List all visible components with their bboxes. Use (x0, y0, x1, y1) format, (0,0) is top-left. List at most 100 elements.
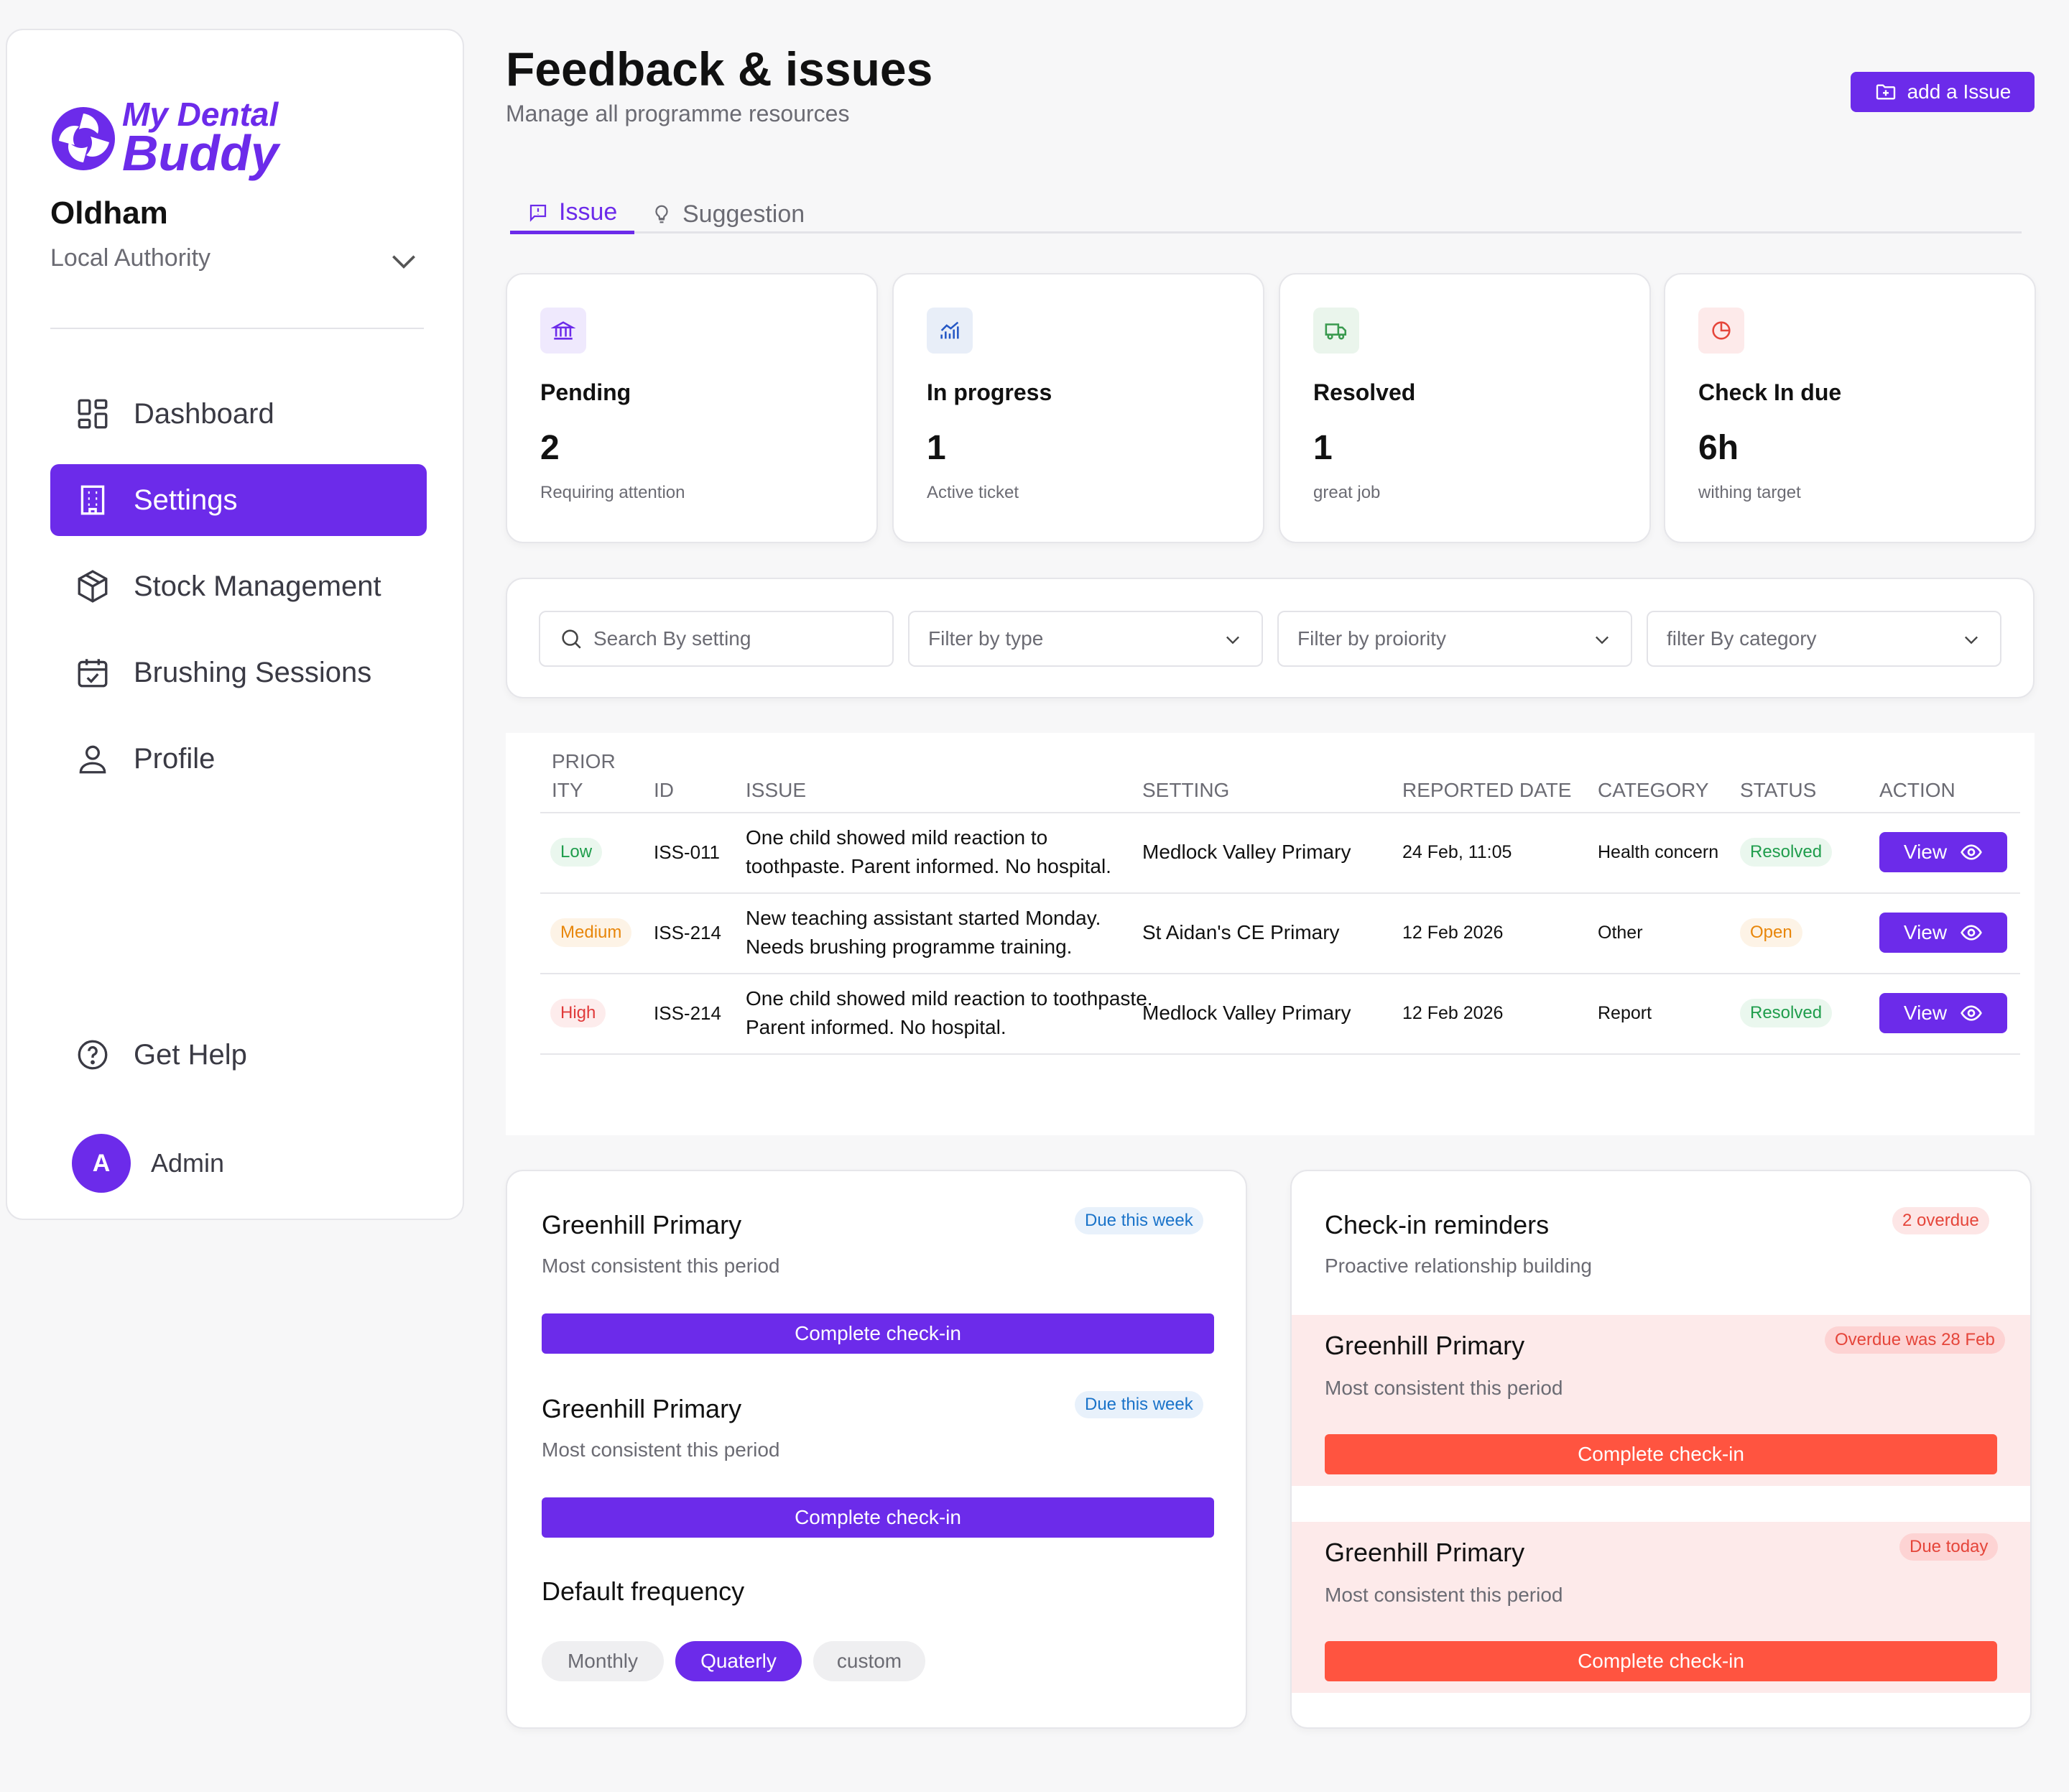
stat-value: 1 (1313, 429, 1333, 467)
reminders-title: Check-in reminders (1325, 1210, 1550, 1239)
tab-label: Issue (559, 198, 618, 226)
row-divider (540, 1053, 2020, 1055)
user-name[interactable]: Admin (151, 1148, 225, 1178)
setting-subtitle: Most consistent this period (542, 1438, 780, 1461)
column-header-status[interactable]: STATUS (1740, 779, 1817, 801)
stat-label: Pending (540, 379, 631, 405)
due-badge: Due this week (1075, 1391, 1203, 1418)
tab-issue[interactable]: Issue (510, 194, 635, 234)
status-badge: Resolved (1740, 999, 1833, 1027)
type-filter-label: Filter by type (928, 627, 1044, 650)
category: Other (1598, 923, 1643, 943)
complete-check-in-button[interactable]: Complete check-in (1325, 1434, 1997, 1474)
filter-bar: Search By setting Filter by type Filter … (506, 578, 2035, 698)
column-header-setting[interactable]: SETTING (1142, 779, 1230, 801)
user-icon (79, 745, 106, 774)
chevron-down-icon (1596, 636, 1609, 645)
get-help-label: Get Help (134, 1038, 247, 1071)
header-line: ITY (552, 779, 583, 801)
view-button[interactable]: View (1879, 993, 2007, 1033)
overdue-badge: Overdue was 28 Feb (1825, 1326, 2005, 1354)
logo-mark-icon (52, 107, 115, 170)
logo[interactable]: My Dental Buddy (47, 70, 306, 178)
issue-text-line1: New teaching assistant started Monday. (746, 907, 1101, 929)
view-button[interactable]: View (1879, 832, 2007, 872)
check-in-reminders-card: Check-in reminders 2 overdue Proactive r… (1290, 1170, 2032, 1729)
complete-check-in-button[interactable]: Complete check-in (1325, 1641, 1997, 1681)
chart-icon (927, 308, 973, 354)
stat-value: 1 (927, 429, 946, 467)
row-divider (540, 973, 2020, 974)
priority-filter-select[interactable]: Filter by proiority (1277, 611, 1632, 667)
type-filter-select[interactable]: Filter by type (908, 611, 1263, 667)
complete-check-in-button[interactable]: Complete check-in (542, 1313, 1214, 1354)
issue-id: ISS-214 (654, 922, 721, 943)
stat-label: In progress (927, 379, 1052, 405)
tab-suggestion[interactable]: Suggestion (651, 194, 805, 234)
org-name: Oldham (50, 195, 168, 231)
search-input[interactable]: Search By setting (539, 611, 894, 667)
frequency-option-custom[interactable]: custom (813, 1641, 925, 1681)
issue-text-line2: Needs brushing programme training. (746, 936, 1073, 958)
get-help-link[interactable]: Get Help (50, 1019, 427, 1091)
category: Health concern (1598, 842, 1719, 862)
sidebar-item-brushing-sessions[interactable]: Brushing Sessions (50, 637, 427, 708)
category-filter-select[interactable]: filter By category (1647, 611, 2001, 667)
setting-title: Greenhill Primary (1325, 1538, 1525, 1567)
view-label: View (1903, 841, 1948, 863)
column-header-action[interactable]: ACTION (1879, 779, 1955, 801)
sidebar-item-settings[interactable]: Settings (50, 464, 427, 536)
avatar[interactable]: A (72, 1134, 131, 1193)
sidebar-item-profile[interactable]: Profile (50, 723, 427, 795)
column-header-id[interactable]: ID (654, 779, 674, 801)
message-alert-icon (529, 204, 547, 222)
page-title: Feedback & issues (506, 42, 933, 96)
eye-icon (1961, 1005, 1982, 1021)
header-line: PRIOR (552, 750, 616, 772)
priority-badge: Medium (550, 918, 632, 947)
priority-badge: High (550, 999, 606, 1027)
sidebar-item-dashboard[interactable]: Dashboard (50, 378, 427, 450)
stat-note: withing target (1698, 483, 1801, 502)
frequency-option-quarterly[interactable]: Quaterly (675, 1641, 802, 1681)
issue-text-line2: Parent informed. No hospital. (746, 1016, 1006, 1038)
box-icon (78, 570, 108, 603)
org-role: Local Authority (50, 244, 211, 272)
dashboard-icon (78, 399, 108, 429)
column-header-category[interactable]: CATEGORY (1598, 779, 1709, 801)
building-icon (80, 485, 105, 515)
overdue-count-badge: 2 overdue (1892, 1207, 1989, 1234)
row-divider (540, 892, 2020, 894)
sidebar-item-stock-management[interactable]: Stock Management (50, 550, 427, 622)
reminders-subtitle: Proactive relationship building (1325, 1255, 1592, 1277)
reported-date: 24 Feb, 11:05 (1402, 842, 1512, 862)
status-badge: Open (1740, 918, 1802, 947)
row-divider (540, 812, 2020, 813)
stat-value: 6h (1698, 429, 1739, 467)
column-header-issue[interactable]: ISSUE (746, 779, 807, 801)
issues-table: PRIOR ITY ID ISSUE SETTING REPORTED DATE… (506, 733, 2035, 1135)
org-switcher[interactable]: Oldham Local Authority (50, 195, 210, 272)
eye-icon (1961, 925, 1982, 941)
complete-check-in-button[interactable]: Complete check-in (542, 1497, 1214, 1538)
sidebar-item-label: Dashboard (134, 397, 274, 430)
view-button[interactable]: View (1879, 913, 2007, 953)
column-header-priority[interactable]: PRIOR ITY (552, 747, 616, 805)
reminder-item: Greenhill Primary Due today Most consist… (1292, 1522, 2030, 1693)
setting-title: Greenhill Primary (542, 1210, 742, 1239)
tab-label: Suggestion (682, 200, 805, 228)
view-label: View (1903, 1002, 1948, 1024)
eye-icon (1961, 844, 1982, 860)
logo-text-line1: My Dental (122, 96, 279, 133)
chevron-down-icon[interactable] (388, 246, 420, 277)
frequency-option-monthly[interactable]: Monthly (542, 1641, 664, 1681)
column-header-date[interactable]: REPORTED DATE (1402, 779, 1572, 801)
add-issue-button[interactable]: add a Issue (1851, 72, 2035, 112)
due-badge: Due this week (1075, 1207, 1203, 1234)
sidebar: My Dental Buddy Oldham Local Authority D… (6, 29, 464, 1220)
issue-text-line2: toothpaste. Parent informed. No hospital… (746, 855, 1111, 877)
sidebar-item-label: Settings (134, 484, 238, 516)
page-subtitle: Manage all programme resources (506, 101, 850, 126)
priority-filter-label: Filter by proiority (1297, 627, 1446, 650)
issue-text-line1: One child showed mild reaction to (746, 826, 1048, 849)
